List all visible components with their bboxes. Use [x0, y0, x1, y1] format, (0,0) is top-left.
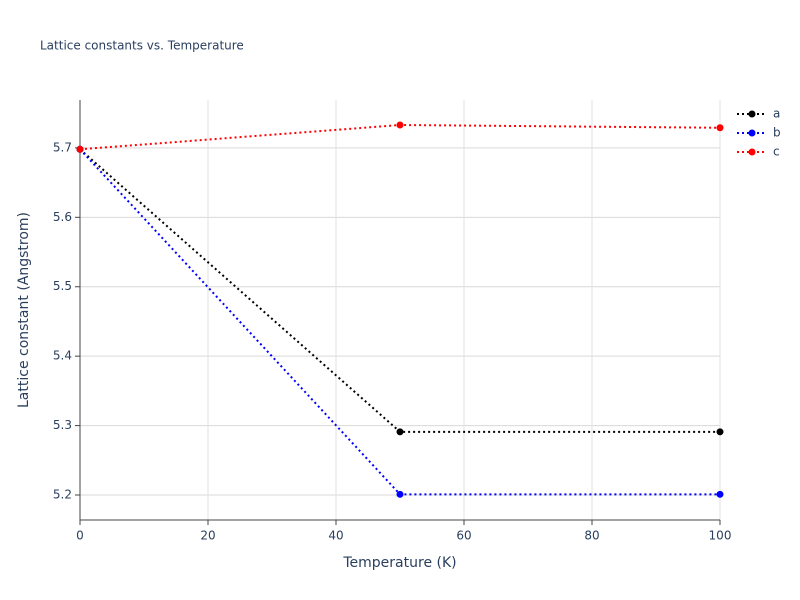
series-point: [396, 121, 404, 129]
legend-label: b: [773, 126, 781, 140]
legend-marker: [748, 129, 756, 137]
series-point: [76, 145, 84, 153]
x-tick-label: 20: [200, 529, 215, 543]
x-axis-label: Temperature (K): [342, 555, 456, 571]
y-tick-label: 5.6: [53, 210, 72, 224]
x-tick-label: 0: [76, 529, 84, 543]
series-line: [79, 148, 720, 496]
y-tick-label: 5.2: [53, 488, 72, 502]
legend-marker: [748, 148, 756, 156]
series-line: [79, 123, 721, 151]
y-tick-label: 5.3: [53, 418, 72, 432]
x-tick-label: 60: [456, 529, 471, 543]
series-point: [716, 490, 724, 498]
x-tick-label: 40: [328, 529, 343, 543]
y-tick-label: 5.7: [53, 140, 72, 154]
series-point: [396, 490, 404, 498]
series-point: [716, 428, 724, 436]
chart-title: Lattice constants vs. Temperature: [40, 39, 244, 53]
legend-label: c: [773, 145, 780, 159]
x-tick-label: 100: [709, 529, 732, 543]
y-axis-label: Lattice constant (Angstrom): [16, 212, 32, 408]
legend-marker: [748, 110, 756, 118]
series-point: [716, 124, 724, 132]
series-point: [396, 428, 404, 436]
x-tick-label: 80: [584, 529, 599, 543]
y-tick-label: 5.5: [53, 279, 72, 293]
series-line: [79, 148, 720, 433]
legend-label: a: [773, 107, 780, 121]
y-tick-label: 5.4: [53, 349, 72, 363]
